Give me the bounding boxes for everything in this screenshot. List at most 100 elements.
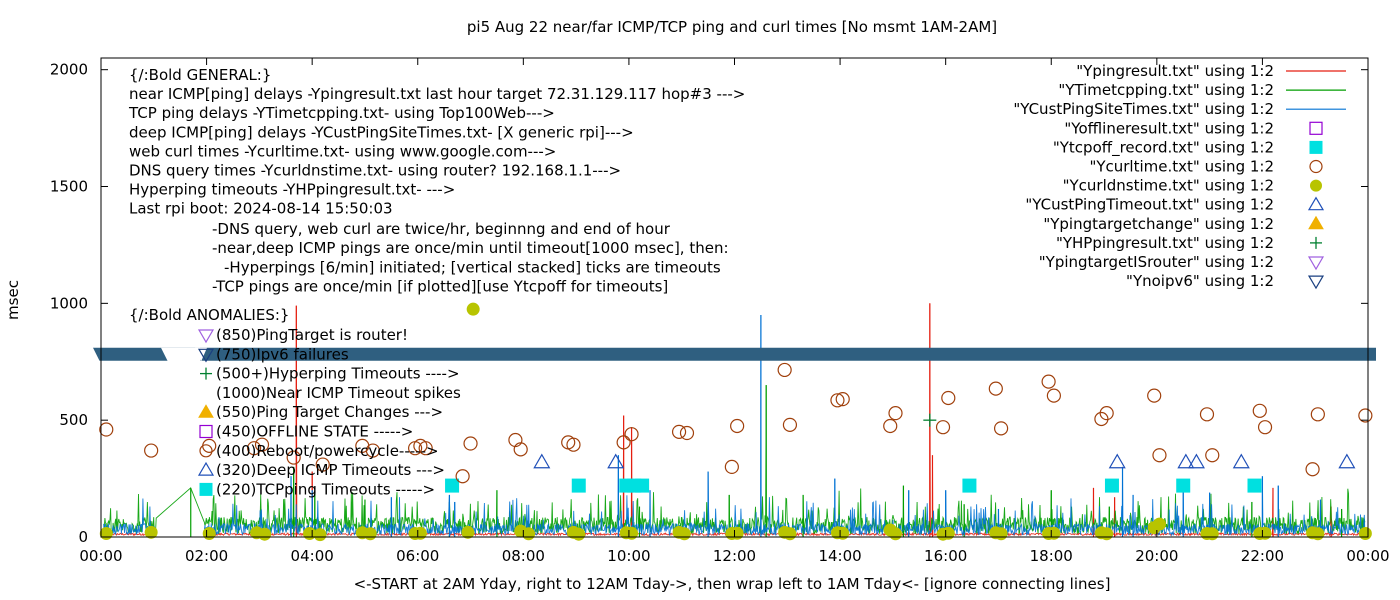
ipv6-band-notch-left bbox=[93, 347, 100, 362]
series-4-point-4 bbox=[635, 478, 650, 493]
anomaly-line-0: (850)PingTarget is router! bbox=[216, 326, 408, 344]
y-tick-label-2: 1000 bbox=[50, 294, 88, 312]
series-5-point-23 bbox=[730, 418, 745, 434]
x-tick-label-6: 12:00 bbox=[713, 547, 756, 565]
y-axis-label: msec bbox=[4, 280, 22, 320]
series-5-point-4 bbox=[254, 437, 270, 452]
series-7-point-0 bbox=[533, 453, 551, 469]
series-6-point-8 bbox=[363, 527, 377, 541]
series-5-point-24 bbox=[777, 362, 792, 378]
legend: "Ypingresult.txt" using 1:2"YTimetcpping… bbox=[1013, 62, 1346, 290]
ipv6-failure-band bbox=[93, 347, 1376, 362]
anomaly-marker-8 bbox=[199, 482, 213, 496]
series-5-point-19 bbox=[624, 427, 639, 442]
series-5-point-27 bbox=[835, 392, 850, 407]
series-5-point-41 bbox=[1205, 448, 1220, 463]
series-5-point-0 bbox=[99, 422, 114, 437]
series-5-point-38 bbox=[1147, 388, 1162, 403]
series-4-point-5 bbox=[962, 478, 977, 493]
series-6-point-38 bbox=[1152, 517, 1166, 531]
series-6-point-32 bbox=[994, 527, 1008, 541]
series-5-point-31 bbox=[941, 390, 956, 406]
legend-marker-8 bbox=[1308, 215, 1324, 230]
series-6-point-1 bbox=[144, 525, 158, 539]
x-tick-label-8: 16:00 bbox=[924, 547, 967, 565]
series-4-points bbox=[445, 478, 1262, 493]
series-6-point-14 bbox=[522, 527, 536, 541]
series-6-point-20 bbox=[677, 527, 691, 541]
series-7-point-1 bbox=[607, 453, 625, 469]
annotation-note-line-2: -Hyperpings [6/min] initiated; [vertical… bbox=[224, 258, 721, 276]
series-5-point-40 bbox=[1199, 407, 1215, 422]
chart-title: pi5 Aug 22 near/far ICMP/TCP ping and cu… bbox=[467, 18, 997, 36]
annotation-general-line-0: {/:Bold GENERAL:} bbox=[129, 66, 271, 84]
x-tick-label-3: 06:00 bbox=[396, 547, 439, 565]
series-5-point-20 bbox=[671, 424, 687, 439]
x-tick-label-1: 02:00 bbox=[185, 547, 228, 565]
annotation-block: {/:Bold GENERAL:}near ICMP[ping] delays … bbox=[128, 66, 745, 498]
series-7-point-5 bbox=[1232, 453, 1250, 469]
series-5-point-35 bbox=[1046, 388, 1061, 403]
series-5-point-44 bbox=[1305, 462, 1320, 477]
ipv6-band-notch-2 bbox=[195, 347, 207, 362]
series-9-point-0 bbox=[923, 413, 937, 427]
legend-marker-5 bbox=[1309, 159, 1323, 174]
anomaly-line-2: (500+)Hyperping Timeouts ----> bbox=[216, 365, 460, 383]
y-tick-label-3: 1500 bbox=[50, 178, 88, 196]
x-axis-label: <-START at 2AM Yday, right to 12AM Tday-… bbox=[354, 575, 1111, 593]
series-5-point-42 bbox=[1252, 403, 1267, 418]
annotation-general-line-5: DNS query times -Ycurldnstime.txt- using… bbox=[129, 162, 621, 180]
legend-label-0: "Ypingresult.txt" using 1:2 bbox=[1076, 62, 1274, 80]
series-5-point-21 bbox=[679, 425, 695, 441]
series-2-trace bbox=[103, 314, 1366, 537]
annotation-anomalies-title: {/:Bold ANOMALIES:} bbox=[129, 306, 289, 324]
annotation-general-line-4: web curl times -Ycurltime.txt- using www… bbox=[129, 142, 556, 160]
x-tick-label-10: 20:00 bbox=[1135, 547, 1178, 565]
legend-marker-3 bbox=[1309, 121, 1323, 135]
legend-marker-10 bbox=[1307, 256, 1325, 271]
series-5-point-37 bbox=[1099, 406, 1114, 421]
series-5-point-5 bbox=[286, 450, 301, 465]
legend-marker-7 bbox=[1307, 196, 1325, 211]
anomaly-marker-1 bbox=[197, 348, 215, 363]
series-5-point-1 bbox=[144, 443, 159, 458]
series-6-point-28 bbox=[889, 527, 903, 541]
legend-label-9: "YHPpingresult.txt" using 1:2 bbox=[1056, 234, 1274, 252]
series-9-points bbox=[923, 413, 937, 427]
annotation-note-line-0: -DNS query, web curl are twice/hr, begin… bbox=[212, 220, 671, 238]
anomaly-line-3: (1000)Near ICMP Timeout spikes bbox=[216, 384, 461, 402]
legend-marker-11 bbox=[1307, 275, 1325, 290]
y-tick-label-1: 500 bbox=[59, 411, 88, 429]
series-7-point-4 bbox=[1187, 453, 1205, 469]
legend-label-7: "YCustPingTimeout.txt" using 1:2 bbox=[1025, 196, 1274, 214]
legend-label-8: "Ypingtargetchange" using 1:2 bbox=[1043, 215, 1274, 233]
annotation-general-line-2: TCP ping delays -YTimetcpping.txt- using… bbox=[128, 104, 555, 122]
anomaly-marker-4 bbox=[198, 404, 214, 418]
x-tick-label-2: 04:00 bbox=[291, 547, 334, 565]
series-6-point-0 bbox=[99, 526, 113, 540]
legend-label-1: "YTimetcpping.txt" using 1:2 bbox=[1058, 81, 1274, 99]
series-6-point-6 bbox=[313, 528, 327, 542]
series-6-point-45 bbox=[1358, 526, 1372, 540]
anomaly-marker-0 bbox=[197, 329, 215, 344]
series-5-point-3 bbox=[246, 441, 262, 456]
legend-marker-9 bbox=[1310, 236, 1322, 249]
series-5-point-11 bbox=[418, 441, 433, 456]
series-5-point-25 bbox=[782, 417, 798, 432]
series-5-point-43 bbox=[1257, 420, 1273, 435]
x-tick-label-0: 00:00 bbox=[79, 547, 122, 565]
legend-marker-6 bbox=[1310, 179, 1322, 192]
legend-label-5: "Ycurltime.txt" using 1:2 bbox=[1089, 158, 1274, 176]
series-5-point-26 bbox=[830, 393, 845, 408]
x-tick-label-7: 14:00 bbox=[818, 547, 861, 565]
anomaly-marker-6 bbox=[199, 444, 213, 458]
series-5-point-8 bbox=[365, 443, 380, 458]
x-tick-label-4: 08:00 bbox=[502, 547, 545, 565]
series-6-point-16 bbox=[572, 527, 586, 541]
anomaly-line-7: (320)Deep ICMP Timeouts ---> bbox=[216, 461, 445, 479]
series-5-point-6 bbox=[315, 457, 330, 472]
anomaly-marker-2 bbox=[200, 367, 212, 380]
y-tick-label-4: 2000 bbox=[50, 61, 88, 79]
